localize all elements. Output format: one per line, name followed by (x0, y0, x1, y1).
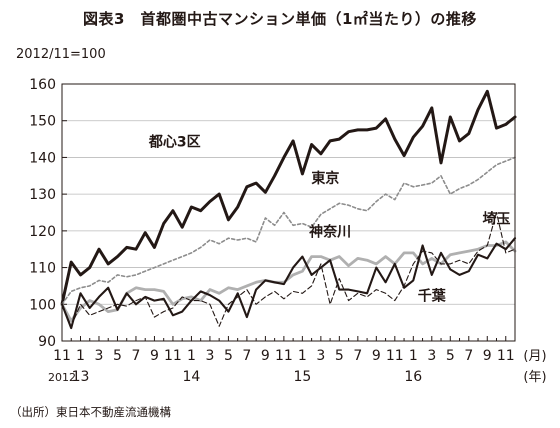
series-label: 千葉 (418, 288, 447, 305)
year-label: 14 (183, 369, 201, 385)
year-label: 15 (293, 369, 311, 385)
x-tick-label: 5 (113, 348, 122, 364)
x-tick-label: 1 (76, 348, 85, 364)
y-tick-label: 100 (29, 297, 56, 313)
x-tick-label: 1 (409, 348, 418, 364)
x-tick-label: 11 (497, 348, 515, 364)
x-tick-label: 11 (53, 348, 71, 364)
y-tick-label: 150 (29, 114, 56, 130)
x-tick-label: 3 (316, 348, 325, 364)
x-tick-label: 9 (150, 348, 159, 364)
x-tick-label: 11 (164, 348, 182, 364)
x-tick-label: 7 (353, 348, 362, 364)
year-label: 2012 (48, 371, 76, 384)
x-tick-label: 3 (205, 348, 214, 364)
index-base-label: 2012/11=100 (16, 47, 106, 62)
plot-frame (61, 83, 516, 342)
month-unit-label: (月) (523, 349, 546, 364)
x-tick-label: 5 (224, 348, 233, 364)
y-tick-label: 110 (29, 261, 56, 277)
x-tick-label: 1 (298, 348, 307, 364)
x-tick-label: 3 (427, 348, 436, 364)
x-tick-label: 7 (464, 348, 473, 364)
year-unit-label: (年) (523, 370, 546, 385)
y-tick-label: 130 (29, 187, 56, 203)
x-tick-label: 7 (242, 348, 251, 364)
series-line-tokyo (61, 156, 516, 306)
y-tick-label: 120 (29, 224, 56, 240)
year-label: 16 (404, 369, 422, 385)
series-label: 神奈川 (309, 223, 351, 240)
y-tick-label: 140 (29, 150, 56, 166)
x-tick-label: 9 (261, 348, 270, 364)
series-label: 埼玉 (483, 211, 511, 228)
series-line-saitama (61, 211, 516, 327)
series-line-kanagawa (60, 240, 517, 323)
x-tick-label: 11 (386, 348, 404, 364)
y-tick-label: 90 (38, 334, 56, 350)
x-tick-label: 1 (187, 348, 196, 364)
x-tick-label: 5 (446, 348, 455, 364)
x-tick-label: 9 (483, 348, 492, 364)
series-lines (60, 89, 517, 330)
series-label: 都心3区 (148, 134, 201, 150)
x-tick-label: 9 (372, 348, 381, 364)
x-tick-label: 5 (335, 348, 344, 364)
source-note: （出所）東日本不動産流通機構 (10, 405, 171, 419)
series-line-chiba (60, 237, 517, 330)
y-tick-label: 160 (29, 77, 56, 93)
gridlines (62, 120, 515, 305)
x-tick-label: 3 (95, 348, 104, 364)
chart-title: 図表3 首都圏中古マンション単価（1㎡当たり）の推移 (83, 10, 477, 28)
series-line-tokyo-3-wards (60, 89, 517, 306)
x-tick-label: 7 (131, 348, 140, 364)
x-tick-label: 11 (275, 348, 293, 364)
series-label: 東京 (311, 170, 339, 187)
year-label: 13 (72, 369, 90, 385)
y-axis-ticks: 90 100 110 120 130 140 150 160 (29, 77, 67, 350)
